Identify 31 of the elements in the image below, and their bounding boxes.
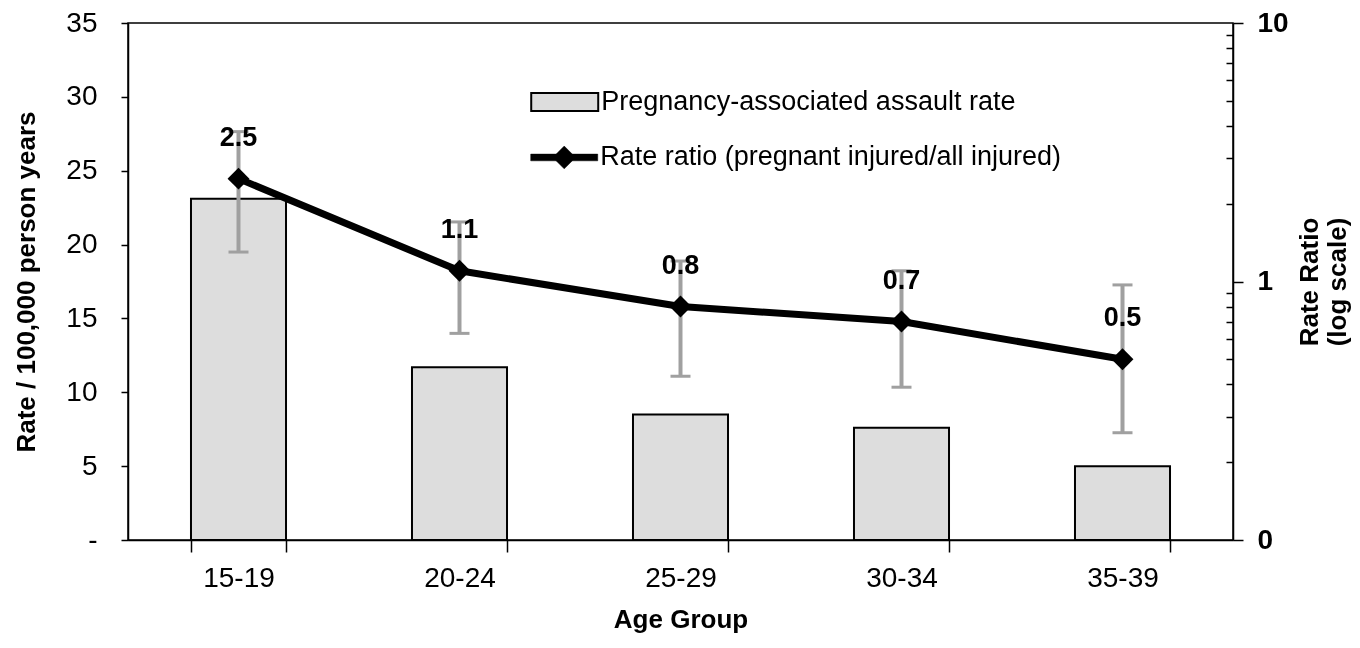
y-tick-label: 15 <box>66 301 98 333</box>
point <box>1111 348 1134 371</box>
x-tick-label: 30-34 <box>866 561 938 593</box>
y-axis-title: Rate / 100,000 person years <box>11 111 42 453</box>
y-tick-label: 25 <box>66 154 98 186</box>
y-tick-label: 5 <box>81 449 98 481</box>
point <box>669 295 692 318</box>
y-tick-label: 20 <box>66 228 98 260</box>
data-label: 0.7 <box>882 264 921 295</box>
legend-label: Pregnancy-associated assault rate <box>601 85 1016 116</box>
point <box>890 310 913 333</box>
y2-axis-title: Rate Ratio (log scale) <box>1293 217 1352 347</box>
y2-tick-label: 0 <box>1257 523 1274 555</box>
data-label: 2.5 <box>219 121 258 152</box>
point <box>448 259 471 282</box>
y2-tick-label: 10 <box>1257 6 1289 38</box>
x-tick-label: 15-19 <box>203 561 275 593</box>
y2-tick-label: 1 <box>1257 265 1274 296</box>
x-tick-label: 25-29 <box>645 561 717 593</box>
y-tick-label: 30 <box>66 80 98 112</box>
y-tick-label: - <box>88 523 98 555</box>
data-label: 0.5 <box>1103 302 1142 333</box>
x-tick-label: 35-39 <box>1087 561 1159 593</box>
data-label: 0.8 <box>661 249 700 280</box>
legend-label: Rate ratio (pregnant injured/all injured) <box>600 141 1061 172</box>
data-label: 1.1 <box>440 213 479 244</box>
x-tick-label: 20-24 <box>424 561 496 593</box>
y-tick-label: 10 <box>66 375 98 407</box>
x-axis-title: Age Group <box>613 603 749 634</box>
point <box>227 167 250 190</box>
y-tick-label: 35 <box>66 6 98 38</box>
